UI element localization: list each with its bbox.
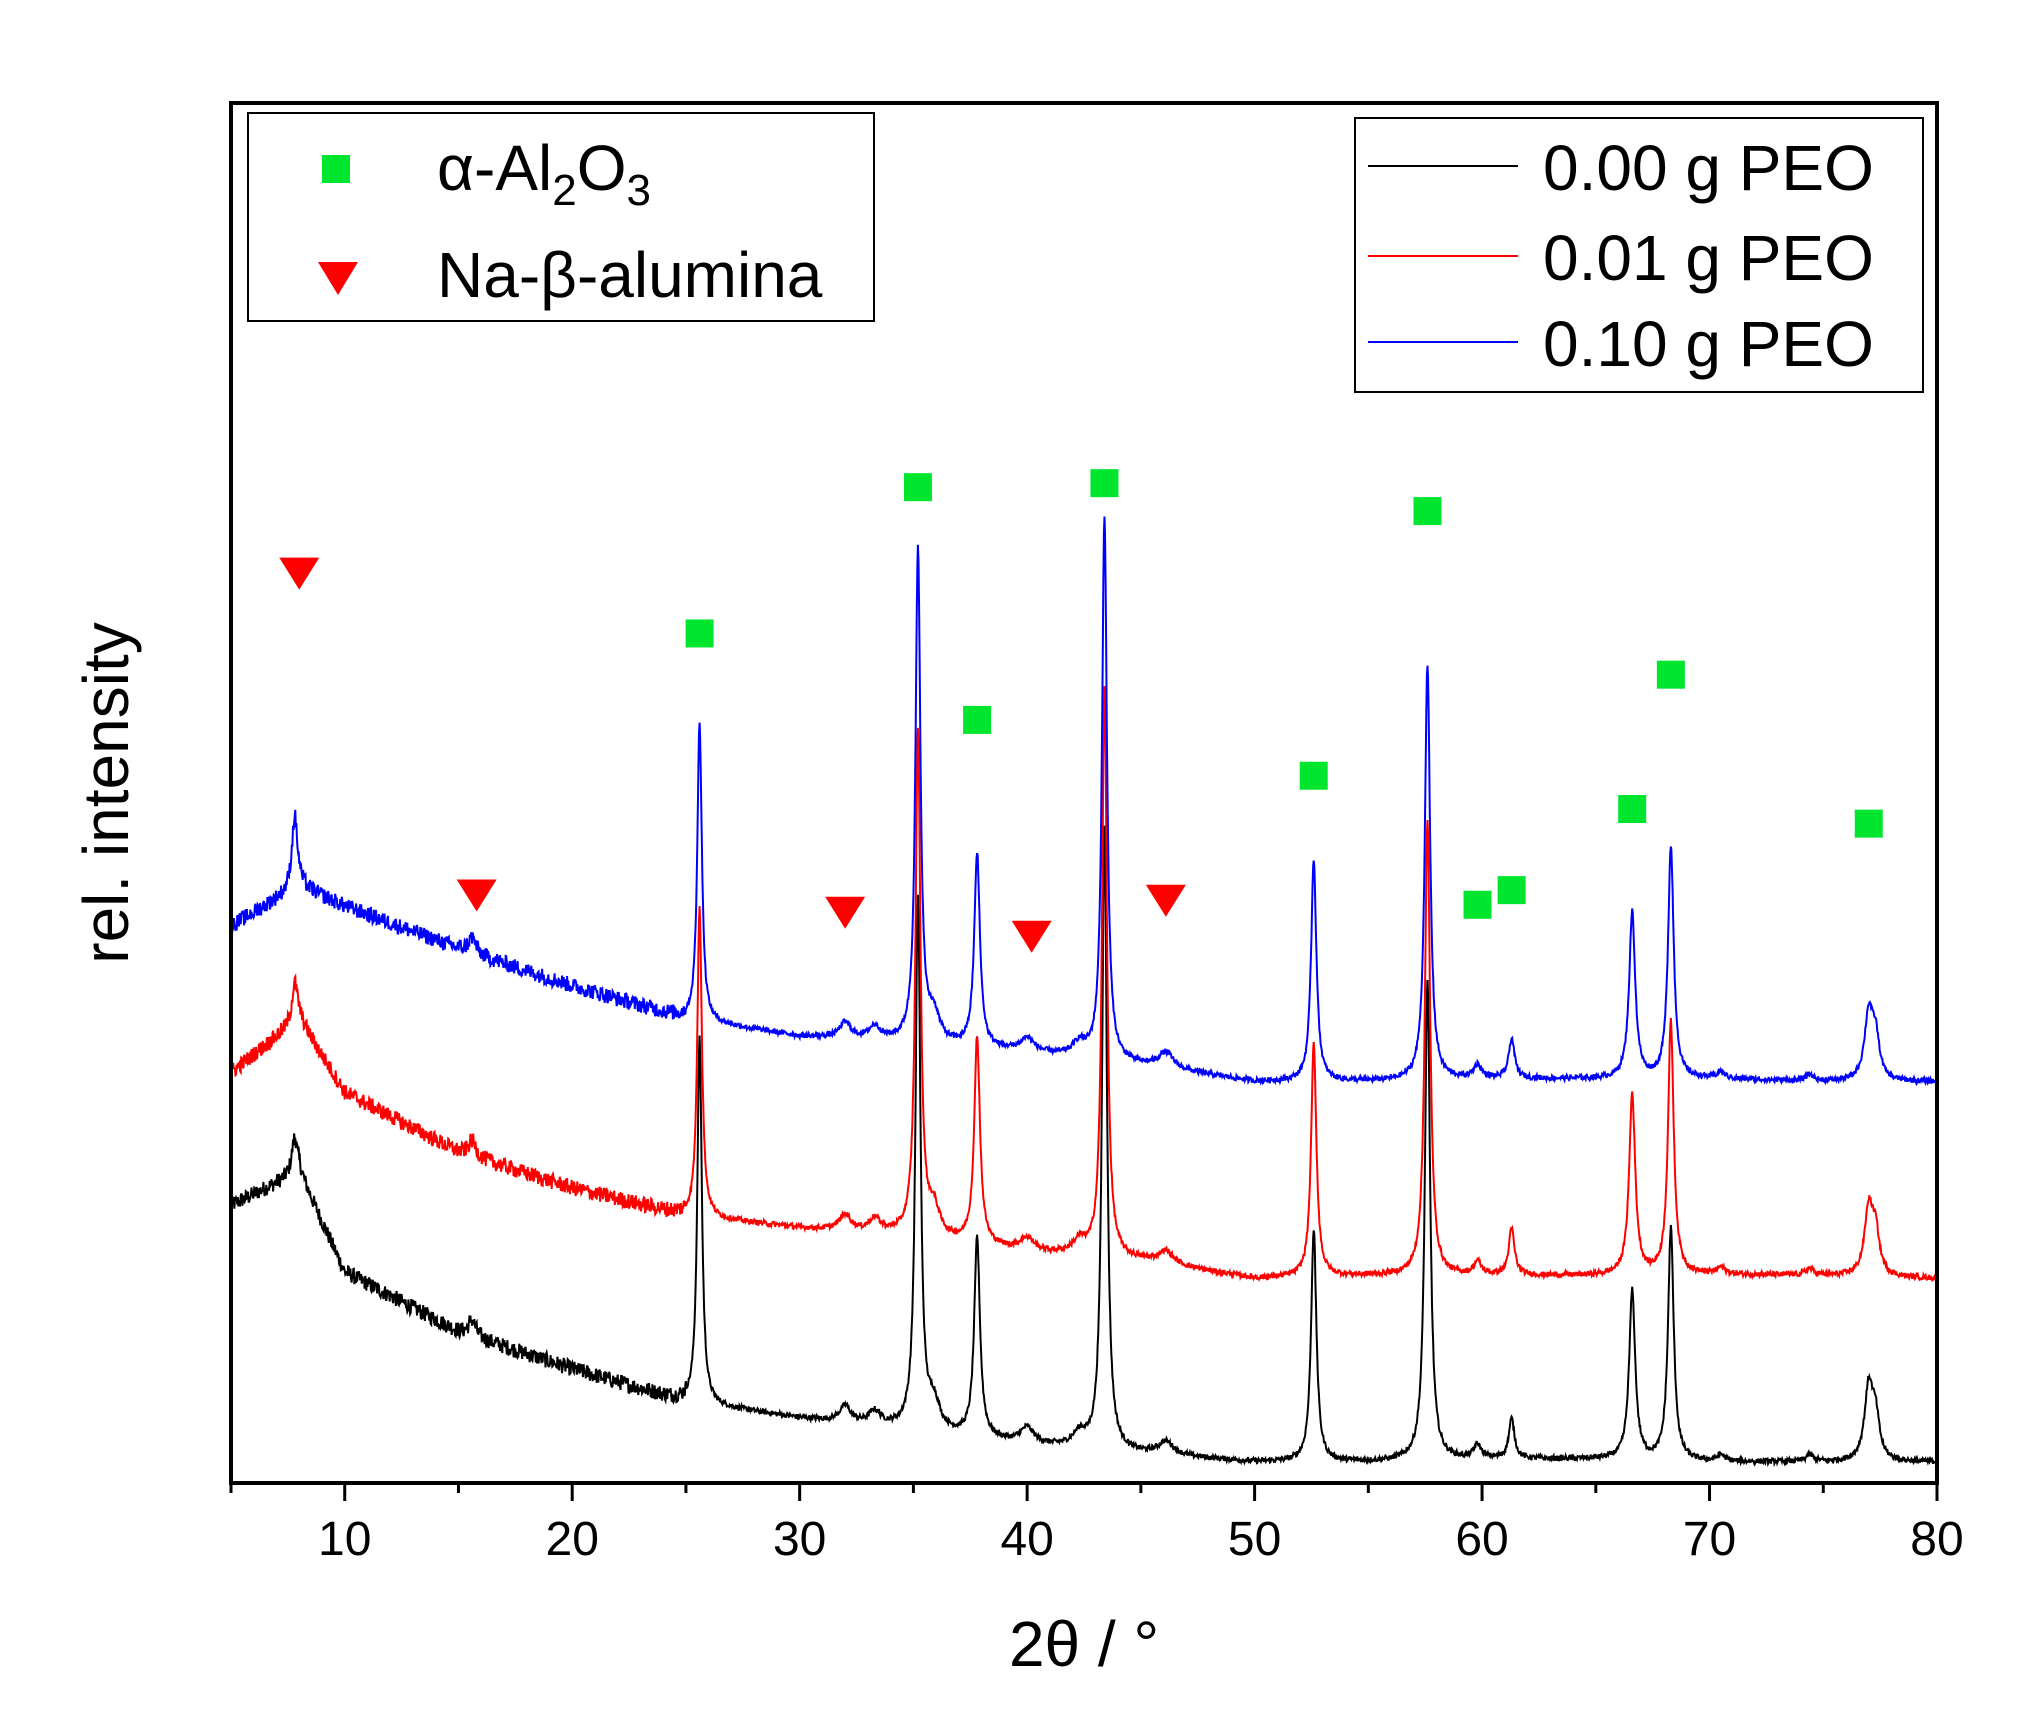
x-axis-title: 2θ / ° [1009,1608,1159,1680]
alpha-alumina-marker-3 [1090,469,1119,498]
alpha-alumina-marker-2 [963,705,992,734]
plot-area [230,469,1938,1468]
legend-label-0-01: 0.01 g PEO [1543,222,1874,294]
phase-legend-frame [247,112,875,322]
x-tick-label-20: 20 [546,1513,599,1566]
alpha-alumina-marker-1 [903,473,932,502]
series-line-2 [230,516,1938,1087]
alpha-alumina-legend-label: α-Al2O3 [437,132,651,215]
na-beta-alumina-marker-0 [279,557,320,590]
na-beta-alumina-marker-1 [456,879,497,912]
x-tick-label-50: 50 [1228,1513,1281,1566]
x-tick-label-60: 60 [1455,1513,1508,1566]
x-axis: 10 20 30 40 50 60 70 80 [229,1483,1964,1566]
x-tick-label-10: 10 [318,1513,371,1566]
plot-frame [229,101,1939,1485]
na-beta-alumina-legend-marker [318,262,358,295]
legend-label-0-10: 0.10 g PEO [1543,308,1874,380]
x-tick-label-70: 70 [1683,1513,1736,1566]
series-line-1 [230,686,1938,1283]
alpha-alumina-marker-0 [685,619,714,648]
series-legend: 0.00 g PEO 0.01 g PEO 0.10 g PEO [1354,117,1924,393]
na-beta-alumina-legend-label: Na-β-alumina [437,239,823,311]
x-tick-label-80: 80 [1910,1513,1963,1566]
x-tick-label-40: 40 [1000,1513,1053,1566]
phase-legend: α-Al2O3 Na-β-alumina [247,112,875,322]
alpha-alumina-marker-10 [1854,809,1883,838]
series-line-0 [230,825,1938,1468]
na-beta-alumina-marker-3 [1011,920,1052,953]
alpha-alumina-marker-5 [1413,497,1442,526]
na-beta-alumina-marker-4 [1145,884,1186,917]
alpha-alumina-marker-9 [1656,660,1685,689]
alpha-alumina-marker-7 [1497,876,1526,905]
alpha-alumina-marker-4 [1299,761,1328,790]
alpha-alumina-legend-marker [322,155,350,183]
legend-label-0-00: 0.00 g PEO [1543,132,1874,204]
na-beta-alumina-marker-2 [825,896,866,929]
x-tick-label-30: 30 [773,1513,826,1566]
alpha-alumina-marker-8 [1618,795,1647,824]
y-axis-title: rel. intensity [70,622,142,963]
alpha-alumina-marker-6 [1463,890,1492,919]
